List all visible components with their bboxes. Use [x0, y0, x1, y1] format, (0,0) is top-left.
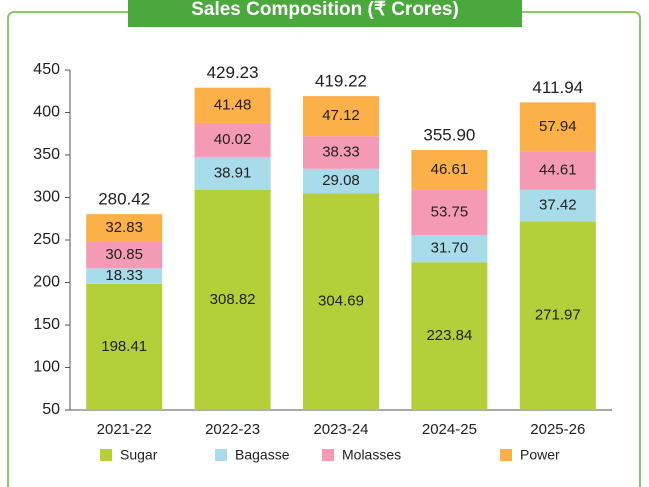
value-label: 31.70 — [431, 240, 469, 257]
y-tick-label: 400 — [33, 104, 60, 121]
value-label: 40.02 — [214, 131, 252, 148]
y-tick-label: 300 — [33, 189, 60, 206]
title-banner — [128, 0, 522, 27]
bar-segment — [519, 151, 596, 190]
value-label: 47.12 — [322, 107, 360, 124]
bar-segment — [86, 268, 163, 284]
x-tick-label: 2022-23 — [205, 421, 260, 438]
bar-segment — [303, 96, 379, 137]
y-tick-label: 450 — [33, 61, 60, 78]
value-label: 57.94 — [539, 118, 577, 135]
legend-label: Power — [520, 447, 560, 463]
value-label: 198.41 — [101, 338, 147, 355]
bar-segment — [86, 214, 163, 243]
total-label: 355.90 — [423, 125, 475, 144]
value-label: 46.61 — [431, 161, 469, 178]
total-label: 411.94 — [532, 78, 583, 97]
bar-segment — [411, 189, 488, 236]
legend-swatch — [322, 449, 334, 461]
value-label: 29.08 — [322, 172, 360, 189]
bar-segment — [303, 193, 379, 410]
bar-segment — [303, 168, 379, 194]
value-label: 44.61 — [539, 162, 577, 179]
x-tick-label: 2025-26 — [530, 421, 585, 438]
x-tick-label: 2023-24 — [313, 421, 368, 438]
bar-segment — [519, 221, 596, 410]
total-label: 419.22 — [315, 72, 367, 91]
y-tick-label: 200 — [33, 274, 60, 291]
total-label: 280.42 — [98, 190, 150, 209]
value-label: 271.97 — [535, 307, 581, 324]
total-label: 429.23 — [207, 63, 259, 82]
value-label: 18.33 — [105, 267, 143, 284]
bar-segment — [411, 262, 488, 410]
bar-segment — [411, 235, 488, 263]
value-label: 223.84 — [426, 327, 472, 344]
bar-segment — [194, 122, 271, 157]
value-label: 304.69 — [318, 293, 364, 310]
value-label: 38.33 — [322, 143, 360, 160]
legend-label: Sugar — [120, 447, 158, 463]
y-tick-label: 350 — [33, 146, 60, 163]
legend-swatch — [100, 449, 112, 461]
bar-segment — [519, 102, 596, 152]
bar-segment — [411, 149, 488, 190]
bar-segment — [303, 136, 379, 169]
chart-title: Sales Composition (₹ Crores) — [191, 0, 459, 20]
value-label: 308.82 — [210, 291, 256, 308]
bar-segment — [194, 190, 271, 410]
y-tick-label: 100 — [33, 359, 60, 376]
x-tick-label: 2024-25 — [422, 421, 477, 438]
y-tick-label: 150 — [33, 316, 60, 333]
legend-swatch — [215, 449, 227, 461]
bar-segment — [519, 189, 596, 222]
value-label: 30.85 — [105, 246, 143, 263]
legend-swatch — [500, 449, 512, 461]
value-label: 38.91 — [214, 164, 252, 181]
x-tick-label: 2021-22 — [97, 421, 152, 438]
value-label: 53.75 — [431, 203, 469, 220]
value-label: 32.83 — [105, 219, 143, 236]
y-tick-label: 50 — [42, 401, 60, 418]
bar-segment — [86, 242, 163, 269]
bar-segment — [86, 283, 163, 410]
legend-label: Molasses — [342, 447, 401, 463]
bar-segment — [194, 87, 271, 123]
legend-label: Bagasse — [235, 447, 290, 463]
value-label: 41.48 — [214, 96, 252, 113]
bar-segment — [194, 156, 271, 191]
value-label: 37.42 — [539, 196, 577, 213]
y-tick-label: 250 — [33, 231, 60, 248]
